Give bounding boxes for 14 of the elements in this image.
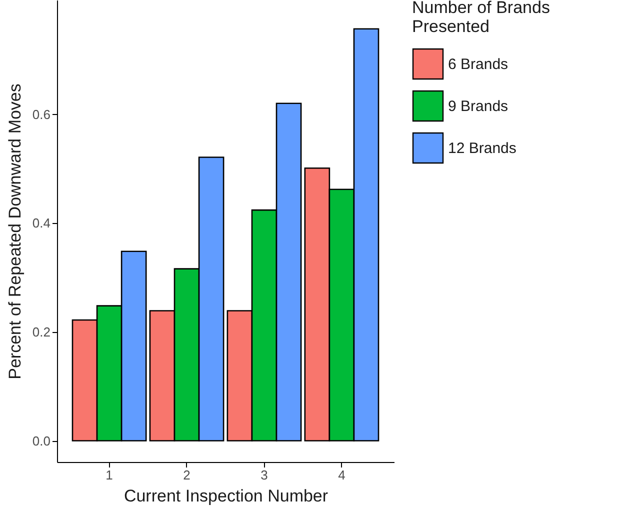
y-tick-label: 0.0 (32, 433, 50, 448)
legend-label: 6 Brands (448, 56, 508, 73)
y-axis-title: Percent of Repeated Downward Moves (5, 84, 24, 380)
x-tick-label: 3 (260, 468, 268, 482)
legend-label: 12 Brands (448, 140, 516, 157)
x-tick-label: 1 (106, 468, 113, 482)
legend-label: 9 Brands (448, 98, 508, 115)
y-tick-label: 0.6 (32, 106, 50, 122)
x-axis-title: Current Inspection Number (124, 486, 328, 506)
legend-title: Number of Brands Presented (412, 0, 550, 36)
x-tick-label: 4 (338, 468, 346, 482)
x-tick-label: 2 (183, 468, 190, 482)
y-tick-label: 0.2 (32, 324, 50, 340)
y-tick-label: 0.4 (32, 216, 50, 231)
